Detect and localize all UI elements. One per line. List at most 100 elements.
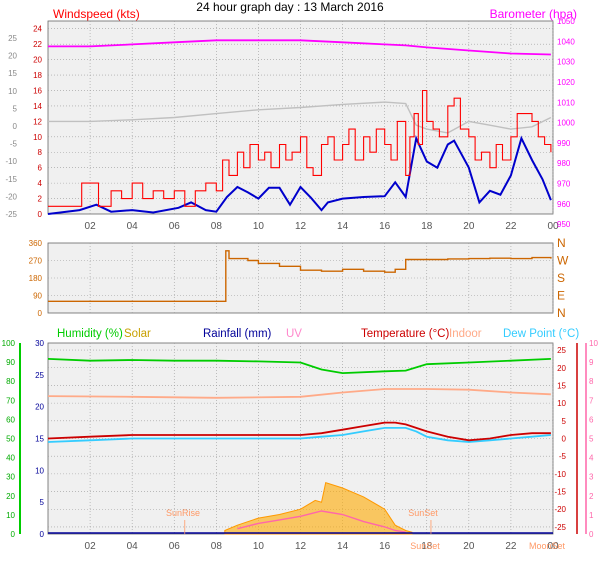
barometer-tick-label: 1050 bbox=[557, 17, 575, 26]
outer-tick-label: -10 bbox=[5, 157, 17, 166]
temp-x-tick-label: 10 bbox=[253, 541, 265, 552]
temp-x-tick-label: 00 bbox=[547, 541, 559, 552]
uv-line bbox=[237, 510, 406, 533]
wind-panel-ticks: 02 04 06 08 10 12 14 16 18 20 22 000246810121416182… bbox=[5, 17, 575, 232]
wind-panel-series bbox=[47, 39, 552, 215]
compass-tick-label: N bbox=[557, 306, 566, 320]
rainfall-tick-label: 25 bbox=[35, 371, 44, 380]
barometer-tick-label: 1030 bbox=[557, 58, 575, 67]
outer-tick-label: -15 bbox=[5, 175, 17, 184]
temp-tick-label: 10 bbox=[557, 399, 566, 408]
dewpoint-line bbox=[47, 427, 551, 443]
windspeed-tick-label: 4 bbox=[38, 179, 43, 188]
humidity-tick-label: 50 bbox=[6, 435, 15, 444]
windspeed-tick-label: 2 bbox=[38, 195, 43, 204]
uv-tick-label: 7 bbox=[589, 396, 594, 405]
wind-x-tick-label: 20 bbox=[463, 221, 475, 232]
humidity-tick-label: 10 bbox=[6, 511, 15, 520]
barometer-tick-label: 990 bbox=[557, 139, 571, 148]
gray-trend-line bbox=[48, 101, 552, 134]
temp-tick-label: 15 bbox=[557, 381, 566, 390]
legend-temperature: Temperature (°C) bbox=[361, 328, 449, 340]
temp-panel-annotations: SunRise SunSet SunSet MoonSet bbox=[166, 508, 566, 551]
uv-tick-label: 0 bbox=[589, 530, 594, 539]
page-title: 24 hour graph day : 13 March 2016 bbox=[196, 0, 384, 14]
legend-indoor: Indoor bbox=[449, 328, 482, 340]
compass-tick-label: W bbox=[557, 254, 569, 268]
indoor-temp-line bbox=[47, 388, 551, 399]
winddir-line bbox=[48, 250, 552, 302]
temp-x-tick-label: 14 bbox=[337, 541, 349, 552]
barometer-tick-label: 1020 bbox=[557, 78, 575, 87]
outer-tick-label: 15 bbox=[8, 69, 17, 78]
barometer-tick-label: 1000 bbox=[557, 119, 575, 128]
uv-tick-label: 10 bbox=[589, 339, 598, 348]
barometer-tick-label: 950 bbox=[557, 220, 571, 229]
humidity-tick-label: 40 bbox=[6, 454, 15, 463]
temp-x-tick-label: 04 bbox=[127, 541, 139, 552]
temp-panel-grid bbox=[48, 343, 554, 534]
rainfall-tick-label: 30 bbox=[35, 339, 44, 348]
sunset-label-2: SunSet bbox=[410, 541, 440, 551]
wind-x-tick-label: 22 bbox=[505, 221, 517, 232]
humidity-tick-label: 0 bbox=[11, 530, 16, 539]
winddir-tick-label: 90 bbox=[33, 292, 42, 301]
temp-panel-series bbox=[47, 358, 553, 535]
barometer-tick-label: 960 bbox=[557, 200, 571, 209]
legend-solar: Solar bbox=[124, 328, 151, 340]
winddir-panel-series bbox=[48, 250, 552, 302]
uv-tick-label: 6 bbox=[589, 415, 594, 424]
barometer-tick-label: 1040 bbox=[557, 37, 575, 46]
windspeed-tick-label: 12 bbox=[33, 117, 42, 126]
windspeed-tick-label: 24 bbox=[33, 25, 42, 34]
humidity-tick-label: 80 bbox=[6, 377, 15, 386]
windspeed-tick-label: 22 bbox=[33, 40, 42, 49]
temp-tick-label: -5 bbox=[559, 452, 567, 461]
wind-x-tick-label: 04 bbox=[127, 221, 139, 232]
temp-tick-label: -10 bbox=[554, 470, 566, 479]
windspeed-tick-label: 20 bbox=[33, 56, 42, 65]
wind-x-tick-label: 08 bbox=[211, 221, 223, 232]
uv-tick-label: 5 bbox=[589, 435, 594, 444]
temp-x-tick-label: 22 bbox=[505, 541, 517, 552]
barometer-tick-label: 1010 bbox=[557, 98, 575, 107]
uv-tick-label: 9 bbox=[589, 358, 594, 367]
uv-tick-label: 1 bbox=[589, 511, 594, 520]
windspeed-tick-label: 0 bbox=[38, 210, 43, 219]
temp-tick-label: 5 bbox=[562, 417, 567, 426]
outer-tick-label: 10 bbox=[8, 87, 17, 96]
humidity-line bbox=[47, 358, 551, 375]
temp-tick-label: -20 bbox=[554, 505, 566, 514]
outer-tick-label: 0 bbox=[13, 122, 18, 131]
wind-average-line bbox=[47, 134, 552, 215]
temp-x-tick-label: 08 bbox=[211, 541, 223, 552]
windspeed-tick-label: 18 bbox=[33, 71, 42, 80]
windspeed-axis-label: Windspeed (kts) bbox=[53, 7, 140, 21]
sunset-label-1: SunSet bbox=[408, 508, 438, 518]
temp-tick-label: 25 bbox=[557, 346, 566, 355]
temp-x-tick-label: 16 bbox=[379, 541, 391, 552]
wind-x-tick-label: 16 bbox=[379, 221, 391, 232]
humidity-tick-label: 20 bbox=[6, 492, 15, 501]
compass-tick-label: E bbox=[557, 289, 565, 303]
temp-x-tick-label: 20 bbox=[463, 541, 475, 552]
humidity-tick-label: 60 bbox=[6, 415, 15, 424]
humidity-tick-label: 90 bbox=[6, 358, 15, 367]
outer-tick-label: -5 bbox=[10, 140, 18, 149]
outer-tick-label: -25 bbox=[5, 210, 17, 219]
legend-rainfall: Rainfall (mm) bbox=[203, 328, 272, 340]
temp-tick-label: -15 bbox=[554, 488, 566, 497]
legend-dewpoint: Dew Point (°C) bbox=[503, 328, 579, 340]
outer-tick-label: 20 bbox=[8, 52, 17, 61]
wind-x-tick-label: 12 bbox=[295, 221, 307, 232]
wind-x-tick-label: 06 bbox=[169, 221, 181, 232]
outer-tick-label: 5 bbox=[13, 104, 18, 113]
humidity-tick-label: 30 bbox=[6, 473, 15, 482]
legend-uv: UV bbox=[286, 328, 302, 340]
uv-tick-label: 2 bbox=[589, 492, 594, 501]
wind-x-tick-label: 00 bbox=[547, 221, 559, 232]
barometer-line bbox=[48, 39, 551, 56]
temp-panel-legend: Humidity (%) Solar Rainfall (mm) UV Temp… bbox=[57, 328, 579, 340]
uv-tick-label: 8 bbox=[589, 377, 594, 386]
